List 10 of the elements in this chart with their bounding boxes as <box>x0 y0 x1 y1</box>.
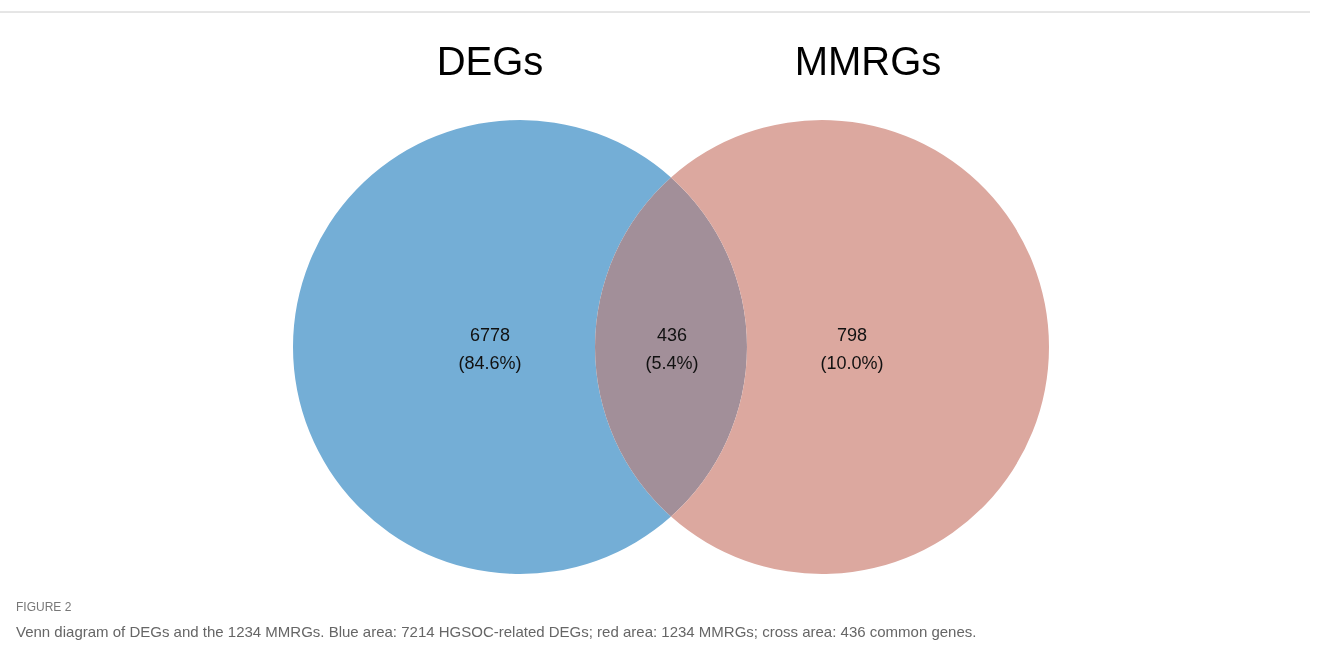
text: Venn diagram of DEGs and the 1234 MMRGs. Blue area: 7214 HGSOC-related DEGs; red area: 1234 MMRGs; cross area: 436 common genes. <box>16 623 977 640</box>
data-label: 436 <box>656 325 688 345</box>
text: MMRGs <box>794 39 942 83</box>
text: (10.0%) <box>820 353 884 373</box>
text: DEGs <box>436 39 544 83</box>
text: (5.4%) <box>645 353 699 373</box>
caption: FIGURE 2 <box>16 600 72 614</box>
data-label: 798 <box>836 325 868 345</box>
text: (84.6%) <box>458 353 522 373</box>
data-label: 6778 <box>469 325 511 345</box>
